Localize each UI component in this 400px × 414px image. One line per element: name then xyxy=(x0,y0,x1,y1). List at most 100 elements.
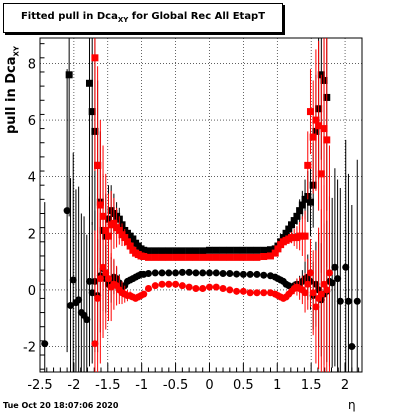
data-point-square xyxy=(185,253,193,261)
data-point-circle xyxy=(172,280,180,288)
data-point-circle xyxy=(192,269,200,277)
data-point-square xyxy=(178,253,186,261)
data-point-square xyxy=(205,246,213,254)
data-point-circle xyxy=(199,285,207,292)
data-point-circle xyxy=(67,301,75,309)
data-point-square xyxy=(253,246,261,254)
data-point-circle xyxy=(172,269,180,277)
data-point-circle xyxy=(325,269,333,277)
data-point-square xyxy=(274,245,282,253)
x-tick-label: -1.5 xyxy=(95,378,120,393)
x-tick-label: 1 xyxy=(273,378,281,393)
data-point-square xyxy=(192,247,200,255)
data-point-circle xyxy=(344,297,352,305)
data-point-circle xyxy=(226,269,234,277)
data-point-square xyxy=(91,54,99,62)
data-point-square xyxy=(205,253,213,261)
data-point-square xyxy=(219,246,227,254)
data-point-square xyxy=(285,225,293,233)
data-point-circle xyxy=(199,269,207,277)
x-tick-label: 0 xyxy=(205,378,213,393)
data-point-circle xyxy=(226,286,234,294)
data-point-square xyxy=(158,247,166,255)
data-point-square xyxy=(260,253,268,261)
data-point-circle xyxy=(185,268,193,276)
data-point-square xyxy=(199,253,207,261)
data-point-square xyxy=(172,247,180,255)
data-point-circle xyxy=(233,270,241,278)
data-point-circle xyxy=(331,263,339,271)
data-point-circle xyxy=(219,285,227,292)
data-point-circle xyxy=(328,279,336,287)
data-point-circle xyxy=(104,275,112,283)
data-point-square xyxy=(140,253,148,261)
plot-title-box: Fitted pull in DcaXY for Global Rec All … xyxy=(3,3,283,33)
data-point-square xyxy=(110,219,118,227)
data-point-square xyxy=(88,108,96,116)
data-point-square xyxy=(219,253,227,261)
data-point-circle xyxy=(178,282,186,290)
data-point-square xyxy=(94,161,102,169)
data-point-circle xyxy=(165,280,173,288)
data-point-circle xyxy=(83,316,91,324)
data-point-square xyxy=(317,170,325,178)
data-point-square xyxy=(298,201,306,209)
data-point-circle xyxy=(96,275,104,283)
x-tick-label: 0.5 xyxy=(233,378,254,393)
data-point-circle xyxy=(219,269,227,277)
data-point-circle xyxy=(320,280,328,288)
data-point-circle xyxy=(158,269,166,277)
data-point-square xyxy=(144,253,152,261)
data-point-circle xyxy=(151,282,159,290)
data-point-circle xyxy=(185,283,193,291)
data-point-square xyxy=(151,247,159,255)
y-tick-label: 0 xyxy=(28,284,36,299)
data-point-square xyxy=(158,253,166,261)
data-point-square xyxy=(239,246,247,254)
data-point-circle xyxy=(205,269,213,277)
y-tick-label: 8 xyxy=(28,57,36,72)
data-point-circle xyxy=(239,270,247,278)
data-point-circle xyxy=(192,285,200,292)
data-point-circle xyxy=(165,269,173,277)
data-point-circle xyxy=(41,340,49,348)
data-point-circle xyxy=(140,290,148,298)
x-tick-label: -0.5 xyxy=(163,378,188,393)
data-point-circle xyxy=(178,268,186,276)
data-markers xyxy=(41,38,361,372)
y-tick-label: -2 xyxy=(23,341,36,356)
data-point-circle xyxy=(309,289,317,297)
data-point-square xyxy=(226,253,234,261)
data-point-circle xyxy=(233,287,241,295)
data-point-square xyxy=(129,235,137,243)
data-point-circle xyxy=(63,207,71,215)
data-point-circle xyxy=(348,343,356,351)
data-point-circle xyxy=(260,271,268,279)
data-point-square xyxy=(309,133,317,141)
data-point-square xyxy=(165,253,173,261)
data-point-circle xyxy=(336,297,344,305)
data-point-square xyxy=(151,253,159,261)
data-point-circle xyxy=(342,263,350,271)
data-point-square xyxy=(185,247,193,255)
y-tick-label: 2 xyxy=(28,227,36,242)
data-point-square xyxy=(306,108,314,116)
data-point-square xyxy=(199,247,207,255)
data-point-square xyxy=(165,247,173,255)
data-point-square xyxy=(121,234,129,242)
x-tick-label: -2 xyxy=(67,378,80,393)
data-point-circle xyxy=(246,289,254,297)
data-point-square xyxy=(212,253,220,261)
data-point-square xyxy=(126,242,134,250)
data-point-circle xyxy=(69,276,77,284)
data-point-circle xyxy=(205,283,213,291)
data-point-circle xyxy=(75,296,83,304)
x-tick-label: 1.5 xyxy=(301,378,322,393)
data-point-circle xyxy=(239,287,247,295)
data-point-square xyxy=(266,252,274,260)
data-point-circle xyxy=(334,275,342,283)
data-point-square xyxy=(306,198,314,206)
data-point-circle xyxy=(301,289,309,297)
x-tick-label: -1 xyxy=(135,378,148,393)
